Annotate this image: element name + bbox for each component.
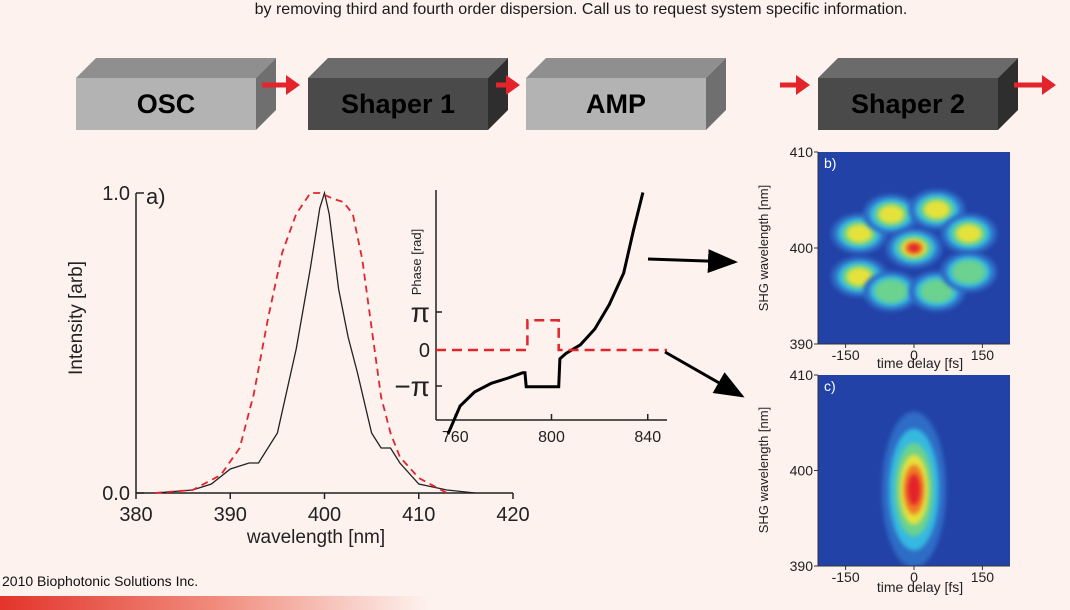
inset-y-tick-label: −π <box>394 371 430 402</box>
heatmap-spot <box>878 205 904 224</box>
inset-y-tick-label: 0 <box>419 340 430 362</box>
heatmap-x-tick-label: 150 <box>971 347 995 363</box>
block-side-osc <box>256 58 276 130</box>
inset-y-tick-label: π <box>411 297 430 328</box>
block-label-amp: AMP <box>586 89 646 119</box>
inset-series-solid <box>446 192 645 435</box>
inset-series-dashed <box>436 319 667 352</box>
panel-a-y-tick-label: 0.0 <box>102 483 130 505</box>
decorative-bar <box>0 596 1070 610</box>
heatmap-spot <box>846 267 872 286</box>
inset-x-tick-label: 840 <box>634 429 661 446</box>
panel-c-frog: SHG wavelength [nm] time delay [fs] c) 41… <box>756 367 1010 595</box>
panel-a-series-solid <box>154 190 476 494</box>
panel-a-x-tick-label: 410 <box>402 504 435 526</box>
inset-phase-plot: Phase [rad] π 0 −π 760 800 840 <box>394 190 667 446</box>
heatmap-spot <box>846 224 872 243</box>
panel-label: c) <box>824 378 836 394</box>
block-shaper-1 <box>308 78 488 130</box>
pipeline-arrow-head <box>286 75 300 95</box>
panel-label: b) <box>824 155 836 171</box>
inset-x-tick-label: 800 <box>538 429 565 446</box>
heatmap-x-tick-label: -150 <box>832 347 860 363</box>
block-top-shaper-2 <box>818 58 1018 78</box>
panel-a-y-tick-label: 1.0 <box>102 183 130 205</box>
panel-b-frog: SHG wavelength [nm] time delay [fs] b) 41… <box>756 144 1010 371</box>
panel-a-x-tick-label: 380 <box>119 504 152 526</box>
block-osc <box>76 78 256 130</box>
inset-ylabel: Phase [rad] <box>409 229 424 296</box>
block-label-shaper-1: Shaper 1 <box>341 89 455 119</box>
block-shaper-2 <box>818 78 998 130</box>
panel-a-x-tick-label: 400 <box>308 504 341 526</box>
panel-c-ylabel: SHG wavelength [nm] <box>756 407 771 533</box>
panel-a-series-dashed <box>154 192 448 494</box>
panel-a-spectrum: a) wavelength [nm] Intensity [arb] 0.0 1.… <box>66 183 530 548</box>
heatmap-x-tick-label: 0 <box>910 347 918 363</box>
block-top-shaper-1 <box>308 58 508 78</box>
panel-c-xlabel: time delay [fs] <box>877 579 963 595</box>
block-label-osc: OSC <box>137 89 196 119</box>
heatmap-y-tick-label: 400 <box>790 463 814 479</box>
block-top-amp <box>526 58 726 78</box>
block-side-shaper-2 <box>998 58 1018 130</box>
panel-a-x-tick-label: 390 <box>214 504 247 526</box>
panel-a-xlabel: wavelength [nm] <box>246 527 385 548</box>
header-text: by removing third and fourth order dispe… <box>255 1 908 18</box>
heatmap-spot <box>920 279 954 304</box>
heatmap-y-tick-label: 390 <box>790 558 814 574</box>
heatmap-x-tick-label: 150 <box>971 569 995 585</box>
pipeline-arrow-head <box>1042 75 1056 95</box>
heatmap-spots <box>831 189 997 312</box>
heatmap-x-tick-label: -150 <box>832 569 860 585</box>
heatmap-y-tick-label: 400 <box>790 240 814 256</box>
block-side-amp <box>706 58 726 130</box>
heatmap-y-tick-label: 410 <box>790 144 814 160</box>
panel-a-x-tick-label: 420 <box>496 504 529 526</box>
panel-a-label: a) <box>146 184 166 209</box>
heatmap-spot <box>908 244 920 252</box>
block-side-shaper-1 <box>488 58 508 130</box>
pipeline-arrow-head <box>796 75 810 95</box>
heatmap-spots <box>882 411 946 566</box>
copyright-text: 2010 Biophotonic Solutions Inc. <box>2 573 199 589</box>
heatmap-spot <box>907 474 921 506</box>
heatmap-spot <box>956 224 982 243</box>
panel-a-ylabel: Intensity [arb] <box>66 261 87 375</box>
block-amp <box>526 78 706 130</box>
pipeline-arrow-head <box>506 75 520 95</box>
heatmap-y-tick-label: 390 <box>790 336 814 352</box>
heatmap-spot <box>951 260 986 284</box>
panel-b-ylabel: SHG wavelength [nm] <box>756 185 771 311</box>
block-top-osc <box>76 58 276 78</box>
heatmap-x-tick-label: 0 <box>910 569 918 585</box>
pointer-arrow-to-b <box>647 249 738 274</box>
block-label-shaper-2: Shaper 2 <box>851 89 965 119</box>
panel-b-xlabel: time delay [fs] <box>877 355 963 371</box>
pipeline-diagram: OSC Shaper 1 AMP Shaper 2 <box>76 58 1056 130</box>
heatmap-spot <box>874 279 908 304</box>
heatmap-y-tick-label: 410 <box>790 367 814 383</box>
inset-x-tick-label: 760 <box>442 429 469 446</box>
pointer-arrow-to-c <box>664 350 745 398</box>
heatmap-spot <box>924 200 950 219</box>
